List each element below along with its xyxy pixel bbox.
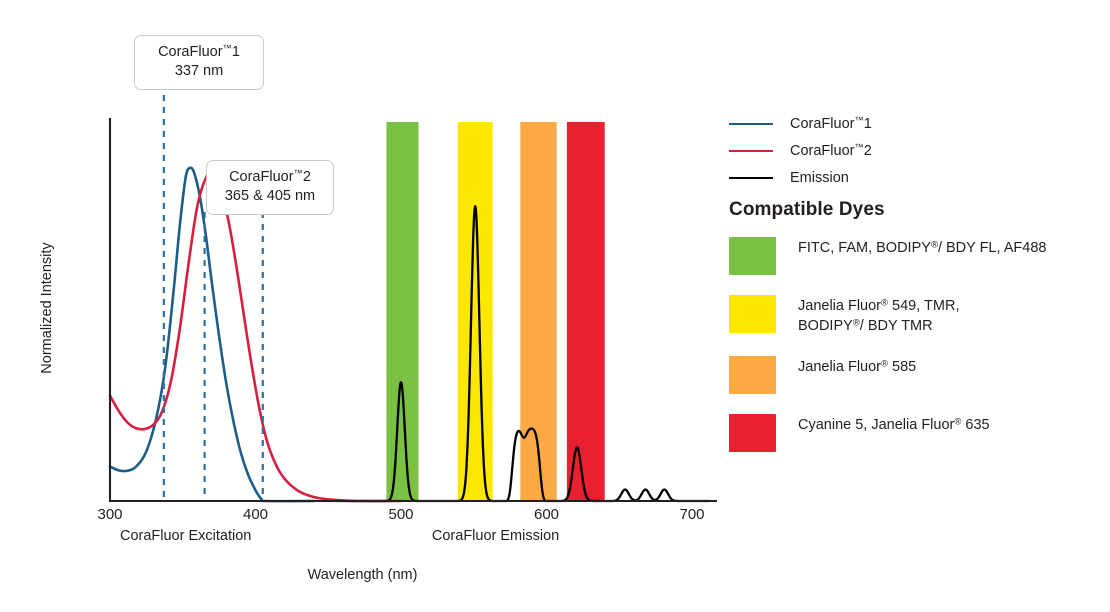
legend-item-2: CoraFluor™2 (729, 137, 1099, 164)
x-tick-700: 700 (679, 506, 705, 523)
compatible-dyes-title: Compatible Dyes (729, 199, 885, 220)
x-tick-500: 500 (388, 506, 414, 523)
x-tick-300: 300 (97, 506, 123, 523)
legend-line-swatch (729, 149, 773, 152)
legend-line-swatch (729, 122, 773, 125)
y-axis-label: Normalized Intensity (39, 242, 55, 374)
dye-label-line1: Cyanine 5, Janelia Fluor® 635 (798, 416, 990, 433)
dye-label: Janelia Fluor® 585 (798, 356, 916, 377)
dye-item-3: Janelia Fluor® 585 (729, 356, 1104, 394)
excitation-curve-1 (108, 166, 315, 503)
callout-corafluor1: CoraFluor™1 337 nm (134, 35, 264, 91)
callout-1-line2: 337 nm (174, 63, 224, 80)
callout-corafluor2: CoraFluor™2 365 & 405 nm (206, 160, 334, 216)
series-legend: CoraFluor™1 CoraFluor™2 Emission (729, 110, 1099, 191)
registered-glyph: ® (954, 416, 962, 428)
dye-color-swatch (729, 295, 776, 333)
trademark-glyph: ™ (854, 142, 864, 153)
dye-item-4: Cyanine 5, Janelia Fluor® 635 (729, 414, 1104, 452)
legend-item-1: CoraFluor™1 (729, 110, 1099, 137)
dye-label-line1: Janelia Fluor® 549, TMR, (798, 297, 960, 314)
dye-item-1: FITC, FAM, BODIPY®/ BDY FL, AF488 (729, 237, 1104, 275)
legend-item-label: CoraFluor™2 (790, 142, 872, 159)
dye-color-swatch (729, 414, 776, 452)
dye-label-line1: FITC, FAM, BODIPY®/ BDY FL, AF488 (798, 239, 1047, 256)
yellow-band (457, 122, 493, 501)
registered-glyph: ® (852, 317, 860, 329)
excitation-curve-2 (108, 171, 403, 503)
dye-label-line1: Janelia Fluor® 585 (798, 358, 917, 375)
dye-label-line2: BODIPY®/ BDY TMR (798, 317, 933, 334)
dye-label: FITC, FAM, BODIPY®/ BDY FL, AF488 (798, 237, 1046, 258)
orange-band (520, 122, 557, 501)
legend-item-label: Emission (790, 169, 849, 186)
callout-2-line1: CoraFluor™2 (229, 168, 311, 185)
green-band (386, 122, 419, 501)
legend-item-label: CoraFluor™1 (790, 115, 872, 132)
x-axis-label: Wavelength (nm) (307, 567, 418, 583)
sub-caption-excitation: CoraFluor Excitation (119, 528, 252, 544)
trademark-glyph: ™ (854, 115, 864, 126)
registered-glyph: ® (930, 239, 938, 251)
x-tick-400: 400 (242, 506, 269, 523)
registered-glyph: ® (881, 297, 889, 309)
compatible-dyes-list: FITC, FAM, BODIPY®/ BDY FL, AF488 Janelia… (729, 237, 1104, 472)
dye-item-2: Janelia Fluor® 549, TMR, BODIPY®/ BDY TMR (729, 295, 1104, 336)
dye-label: Janelia Fluor® 549, TMR, BODIPY®/ BDY TMR (798, 295, 959, 336)
legend-item-3: Emission (729, 164, 1099, 191)
sub-caption-emission: CoraFluor Emission (431, 528, 560, 544)
registered-glyph: ® (881, 358, 889, 370)
x-tick-600: 600 (533, 506, 560, 523)
dye-color-swatch (729, 237, 776, 275)
callout-2-line2: 365 & 405 nm (224, 188, 316, 205)
emission-curve (334, 204, 710, 503)
dye-color-swatch (729, 356, 776, 394)
red-band (566, 122, 605, 501)
callout-1-line1: CoraFluor™1 (158, 43, 240, 60)
legend-line-swatch (729, 176, 773, 179)
dye-label: Cyanine 5, Janelia Fluor® 635 (798, 414, 990, 435)
